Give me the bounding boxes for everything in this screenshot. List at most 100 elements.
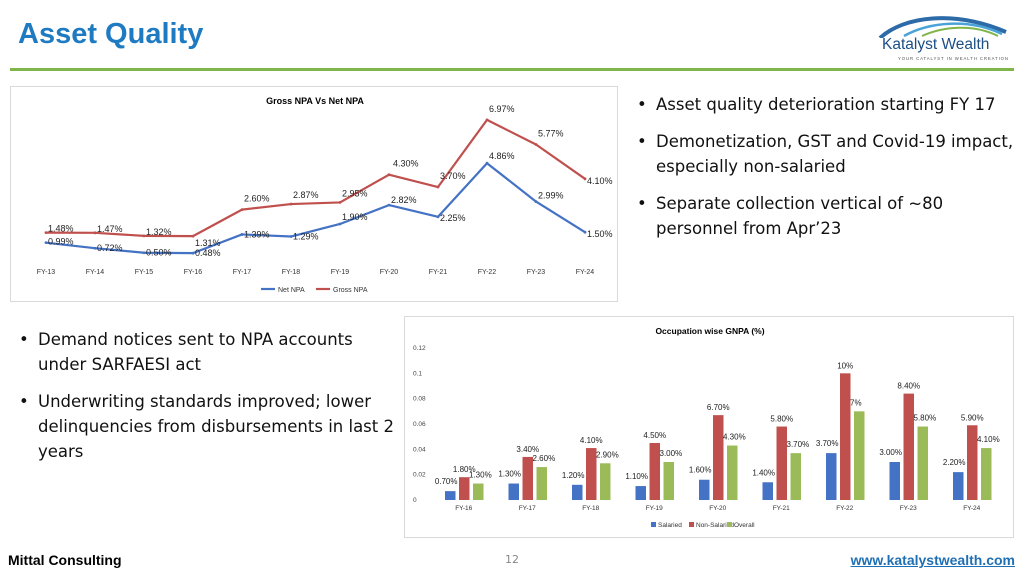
data-label: 0.72% — [97, 243, 123, 253]
data-label: 1.48% — [48, 224, 74, 234]
bar-non-salaried — [522, 456, 533, 500]
bar-salaried — [445, 491, 456, 500]
data-label: 1.10% — [625, 472, 648, 481]
bar-salaried — [826, 453, 837, 500]
data-label: 3.70% — [816, 439, 839, 448]
data-label: 2.25% — [440, 213, 466, 223]
data-label: 2.99% — [538, 191, 564, 201]
x-tick-label: FY-16 — [455, 505, 472, 512]
data-point — [387, 203, 391, 207]
chart-title: Gross NPA Vs Net NPA — [266, 96, 364, 106]
y-tick-label: 0.12 — [413, 345, 426, 352]
data-point — [436, 185, 440, 189]
data-label: 1.29% — [293, 232, 319, 242]
logo-name: Katalyst Wealth — [882, 36, 990, 53]
data-point — [583, 177, 587, 181]
data-label: 1.40% — [752, 468, 775, 477]
data-point — [338, 201, 342, 204]
x-tick-label: FY-23 — [527, 269, 546, 276]
company-logo: Katalyst Wealth YOUR CATALYST IN WEALTH … — [874, 8, 1014, 66]
bullet-item: Underwriting standards improved; lower d… — [16, 389, 398, 464]
y-tick-label: 0.04 — [413, 446, 426, 453]
data-label: 1.60% — [689, 466, 712, 475]
bullet-item: Asset quality deterioration starting FY … — [634, 92, 1014, 117]
legend-label: Gross NPA — [333, 287, 368, 294]
bar-overall — [473, 483, 484, 500]
x-tick-label: FY-19 — [646, 505, 663, 512]
y-tick-label: 0.02 — [413, 472, 426, 479]
x-tick-label: FY-18 — [282, 269, 301, 276]
data-label: 2.87% — [293, 190, 319, 200]
x-tick-label: FY-17 — [233, 269, 252, 276]
data-label: 2.82% — [391, 195, 417, 205]
data-label: 10% — [837, 361, 853, 370]
data-label: 1.80% — [453, 465, 476, 474]
data-label: 3.00% — [660, 449, 683, 458]
legend-label: Net NPA — [278, 287, 305, 294]
data-point — [436, 215, 440, 219]
legend-swatch — [727, 522, 732, 527]
logo-tagline: YOUR CATALYST IN WEALTH CREATION — [898, 56, 1009, 61]
bar-non-salaried — [967, 425, 978, 500]
data-label: 5.80% — [914, 414, 937, 423]
data-label: 1.31% — [195, 238, 221, 248]
page-number: 12 — [505, 553, 519, 566]
legend-label: Non-Salaried — [696, 522, 734, 529]
website-link[interactable]: www.katalystwealth.com — [850, 552, 1015, 568]
bar-salaried — [699, 479, 710, 500]
x-tick-label: FY-19 — [331, 269, 350, 276]
data-label: 1.20% — [562, 471, 585, 480]
y-tick-label: 0.1 — [413, 370, 422, 377]
bar-salaried — [572, 484, 583, 500]
data-label: 5.77% — [538, 129, 564, 139]
data-label: 5.80% — [770, 415, 793, 424]
bar-salaried — [508, 483, 519, 500]
bullet-item: Demonetization, GST and Covid-19 impact,… — [634, 129, 1014, 179]
data-point — [289, 202, 293, 206]
x-tick-label: FY-18 — [582, 505, 599, 512]
data-label: 2.20% — [943, 458, 966, 467]
bar-overall — [727, 445, 738, 500]
bar-non-salaried — [903, 393, 914, 500]
data-label: 7% — [850, 398, 862, 407]
data-label: 4.50% — [643, 431, 666, 440]
bar-non-salaried — [713, 415, 724, 500]
data-label: 1.30% — [469, 471, 492, 480]
data-label: 1.39% — [244, 229, 270, 239]
data-point — [534, 143, 538, 146]
data-point — [534, 200, 538, 204]
data-point — [93, 231, 97, 235]
x-tick-label: FY-21 — [429, 269, 448, 276]
series-line-gross-npa — [45, 118, 586, 238]
data-label: 0.50% — [146, 248, 172, 258]
npa-chart-svg: Gross NPA Vs Net NPA FY-13 FY-14 FY-15 FY-16… — [37, 96, 613, 294]
x-tick-label: FY-14 — [86, 269, 105, 276]
data-label: 6.70% — [707, 403, 730, 412]
data-label: 5.90% — [961, 413, 984, 422]
bar-salaried — [635, 486, 646, 500]
data-label: 4.10% — [580, 436, 603, 445]
x-tick-label: FY-21 — [773, 505, 790, 512]
data-label: 2.95% — [342, 188, 368, 198]
x-tick-label: FY-24 — [576, 269, 595, 276]
data-point — [93, 246, 97, 250]
bar-non-salaried — [586, 448, 597, 500]
x-tick-label: FY-22 — [836, 505, 853, 512]
gnpa-chart-svg: Occupation wise GNPA (%) 0 0.02 0.04 0.06 0.0… — [413, 326, 1000, 529]
data-point — [44, 241, 48, 245]
bar-salaried — [762, 482, 773, 500]
data-point — [289, 235, 293, 238]
data-label: 1.90% — [342, 212, 368, 222]
y-tick-label: 0.08 — [413, 396, 426, 403]
bar-overall — [981, 448, 992, 500]
data-label: 4.10% — [977, 435, 1000, 444]
data-point — [240, 233, 244, 236]
data-point — [583, 230, 587, 234]
bar-overall — [917, 426, 928, 500]
bar-non-salaried — [649, 443, 660, 500]
data-label: 2.60% — [533, 454, 556, 463]
data-point — [485, 118, 489, 122]
data-label: 1.47% — [97, 224, 123, 234]
data-point — [485, 161, 489, 165]
data-label: 3.70% — [787, 440, 810, 449]
